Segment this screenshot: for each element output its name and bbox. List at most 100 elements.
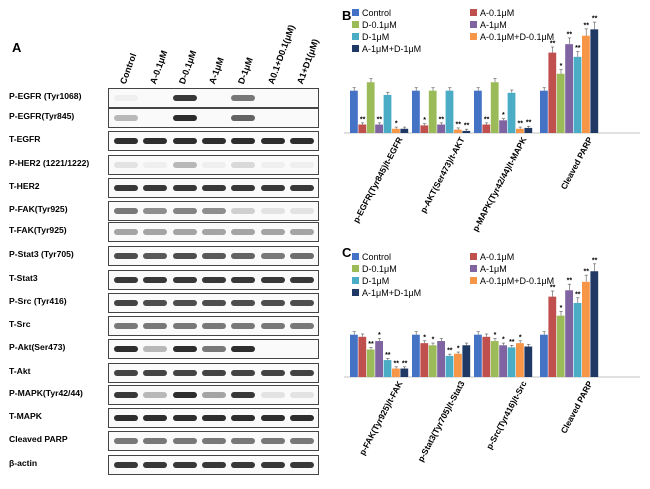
legend-label: Control [362, 8, 391, 18]
blot-band [231, 323, 256, 329]
lane-label: D-0.1μM [177, 49, 199, 86]
blot-band [114, 323, 138, 329]
significance-mark: ** [583, 269, 589, 276]
bar [358, 124, 367, 133]
significance-mark: * [395, 121, 398, 128]
significance-mark: ** [575, 45, 581, 52]
bar [366, 82, 375, 133]
blot-label: β-actin [9, 458, 38, 468]
significance-mark: ** [464, 123, 470, 130]
blot-band [143, 277, 168, 283]
blot-band [143, 370, 168, 376]
blot-strip [108, 178, 319, 198]
blot-band [172, 438, 197, 444]
blot-band [231, 229, 256, 235]
blot-band [114, 415, 138, 421]
blot-band [201, 185, 226, 191]
blot-band [289, 277, 314, 283]
significance-mark: ** [455, 121, 461, 128]
category-label: Cleaved PARP [559, 379, 595, 435]
blot-band [231, 115, 256, 121]
category-label: p-FAK(Tyr925)/t-FAK [357, 378, 405, 456]
blot-band [289, 162, 314, 168]
blot-band [260, 185, 285, 191]
significance-mark: ** [526, 120, 532, 127]
blot-strip [108, 408, 319, 428]
lane-label: A0.1+D0.1(μM) [265, 23, 297, 86]
legend-label: A-1μM [480, 264, 507, 274]
panel-a-letter: A [12, 40, 22, 55]
blot-band [114, 162, 138, 168]
blot-band [143, 346, 168, 352]
lane-label: Control [118, 51, 139, 86]
bar [375, 124, 383, 133]
bar [590, 29, 599, 133]
blot-band [260, 277, 285, 283]
bar [400, 128, 409, 133]
significance-mark: ** [583, 22, 589, 29]
legend-label: A-0.1μM [480, 8, 514, 18]
bar [445, 355, 454, 377]
blot-band [260, 438, 285, 444]
legend-swatch [352, 45, 359, 52]
significance-mark: ** [592, 257, 598, 264]
blot-band [172, 323, 197, 329]
significance-mark: ** [377, 116, 383, 123]
blot-band [231, 185, 256, 191]
bar [437, 124, 445, 133]
legend-swatch [470, 21, 477, 28]
blot-band [114, 392, 138, 398]
significance-mark: ** [575, 291, 581, 298]
legend-label: A-0.1μM+D-0.1μM [480, 32, 554, 42]
legend-label: Control [362, 252, 391, 262]
bar [482, 124, 491, 133]
blot-band [289, 229, 314, 235]
blot-strip [108, 363, 319, 383]
blot-label: T-FAK(Tyr925) [9, 225, 67, 235]
chart-panel-b: Control A-0.1μM D-0.1μM A-1μM D-1μM A-0.1μM+D… [344, 8, 640, 233]
bar [383, 360, 392, 377]
significance-mark: ** [592, 16, 598, 23]
bar [516, 128, 524, 133]
blot-strip [108, 155, 319, 175]
blot-band [172, 415, 197, 421]
blot-band [114, 253, 138, 259]
blot-band [114, 115, 138, 121]
significance-mark: * [560, 63, 563, 70]
bar [428, 90, 437, 133]
bar [445, 90, 454, 133]
blot-band [231, 300, 256, 306]
blot-band [231, 138, 256, 144]
blot-band [289, 392, 314, 398]
significance-mark: * [423, 117, 426, 124]
significance-mark: ** [368, 341, 374, 348]
blot-band [289, 415, 314, 421]
blot-band [289, 208, 314, 214]
blot-band [143, 185, 168, 191]
legend-label: A-1μM [480, 20, 507, 30]
bar [499, 345, 507, 377]
blot-band [143, 438, 168, 444]
bar [420, 343, 429, 377]
bar [474, 334, 482, 377]
bar [358, 336, 367, 377]
category-label: p-Stat3(Tyr705)/t-Stat3 [415, 379, 466, 463]
blot-strip [108, 201, 319, 221]
legend-label: D-0.1μM [362, 20, 397, 30]
blot-label: P-EGFR(Tyr845) [9, 111, 75, 121]
blot-band [172, 208, 197, 214]
bar [428, 345, 437, 377]
blot-band [231, 162, 256, 168]
blot-band [260, 415, 285, 421]
bar [392, 368, 400, 377]
bar [490, 341, 499, 377]
blot-band [201, 300, 226, 306]
legend-swatch [470, 9, 477, 16]
blot-band [201, 346, 226, 352]
blot-band [289, 370, 314, 376]
blot-band [143, 392, 168, 398]
bar [350, 334, 358, 377]
category-label: p-EGFR(Tyr845)/t-EGFR [351, 135, 405, 224]
blot-band [260, 138, 285, 144]
blot-band [172, 253, 197, 259]
